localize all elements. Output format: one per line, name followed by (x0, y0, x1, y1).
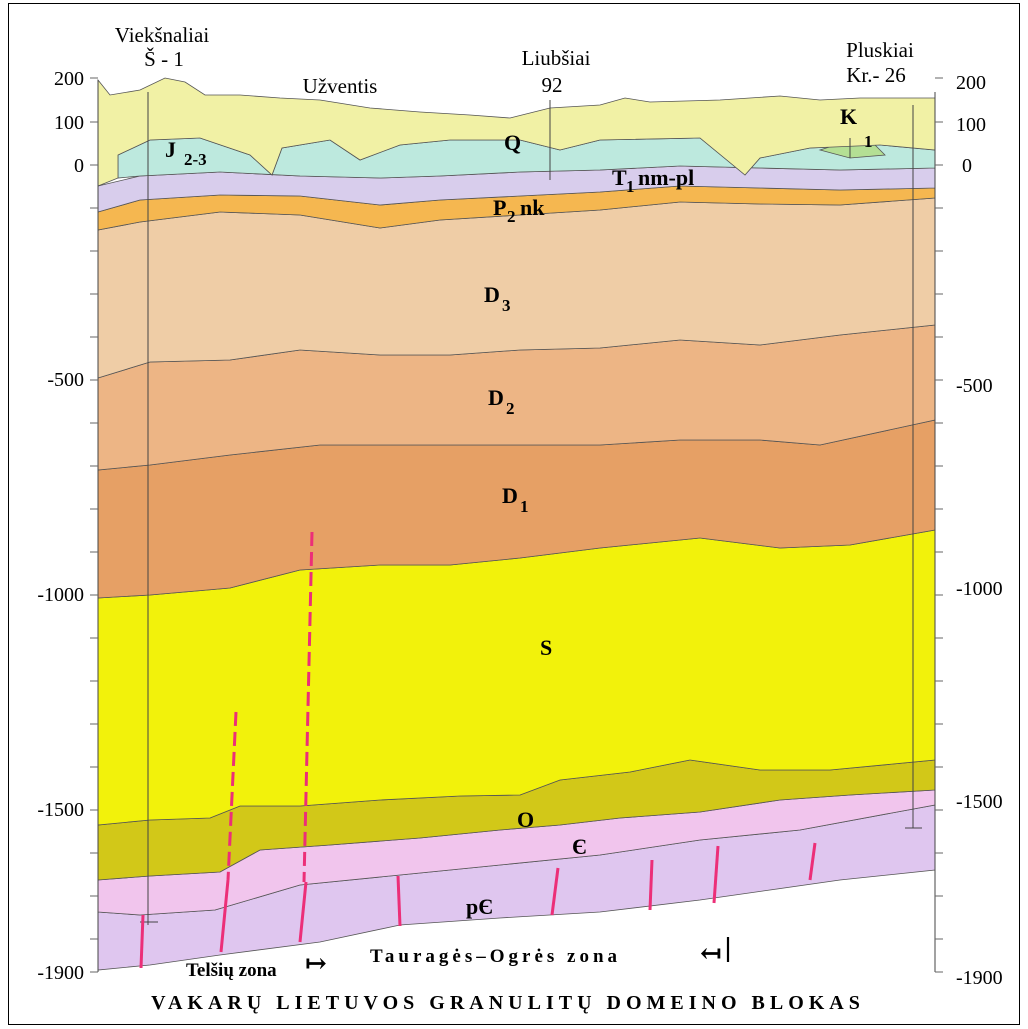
label-k: K (840, 104, 857, 129)
fault-5 (550, 867, 560, 916)
left-tick-200: 200 (54, 68, 84, 90)
label-pcm: pЄ (466, 894, 493, 919)
right-tick-1000: -1000 (956, 578, 1003, 600)
label-cm: Є (572, 834, 587, 859)
footer-title: VAKARŲ LIETUVOS GRANULITŲ DOMEINO BLOKAS (151, 992, 865, 1014)
left-tick-1500: -1500 (37, 799, 84, 821)
fault-3 (298, 881, 308, 943)
fault-2 (219, 879, 230, 953)
label-j: J (165, 137, 176, 162)
well-right-code: Kr.- 26 (846, 63, 906, 87)
zone-taurage-label: Tauragės–Ogrės zona (370, 946, 621, 967)
well-uzventis-name: Užventis (303, 74, 378, 98)
fault-1 (139, 914, 145, 969)
left-tick-1000: -1000 (37, 584, 84, 606)
well-lines (97, 80, 936, 972)
strata (97, 77, 936, 971)
label-p2: P (493, 195, 506, 220)
fault-6 (648, 859, 654, 911)
right-tick-1900: -1900 (956, 967, 1003, 989)
well-center-code: 92 (542, 73, 563, 97)
well-right-name: Pluskiai (846, 38, 914, 62)
right-tick-100: 100 (956, 114, 986, 136)
fault-dashed-2 (302, 531, 314, 883)
label-t1-sub: 1 (626, 177, 635, 196)
label-d2: D (488, 385, 504, 410)
well-center-name: Liubšiai (522, 46, 591, 70)
fault-7 (712, 845, 720, 904)
label-d2-sub: 2 (506, 399, 515, 418)
left-tick-500: -500 (47, 369, 84, 391)
left-tick-100: 100 (54, 112, 84, 134)
zone-arrow-right-icon: ↦ (305, 949, 327, 978)
right-tick-1500: -1500 (956, 791, 1003, 813)
label-d1-sub: 1 (520, 497, 529, 516)
label-t1: T (612, 165, 627, 190)
label-d1: D (502, 483, 518, 508)
label-j-sub: 2-3 (184, 150, 207, 169)
faults (139, 531, 817, 969)
fault-8 (808, 842, 817, 881)
right-tick-500: -500 (956, 375, 993, 397)
left-tick-1900: -1900 (37, 962, 84, 984)
well-left-code: Š - 1 (144, 47, 184, 71)
label-d3: D (484, 282, 500, 307)
label-s: S (540, 635, 552, 660)
label-d3-sub: 3 (502, 296, 511, 315)
left-tick-0: 0 (74, 155, 84, 177)
right-tick-200: 200 (956, 72, 986, 94)
zone-arrow-left-icon: ↤ (700, 939, 722, 968)
fault-4 (396, 875, 402, 927)
axis-ticks (90, 77, 943, 973)
label-j-main: J (165, 137, 176, 162)
label-q: Q (504, 130, 521, 155)
label-o: O (517, 807, 534, 832)
right-tick-0: 0 (962, 155, 972, 177)
fault-dashed-1 (226, 711, 238, 881)
label-k-sub: 1 (864, 132, 873, 151)
zone-telsiai-label: Telšių zona (186, 960, 277, 981)
label-t1-rest: nm-pl (638, 165, 694, 190)
well-left-name: Viekšnaliai (115, 23, 210, 47)
diagram-frame (8, 3, 1020, 1025)
label-p2-sub: 2 (507, 207, 516, 226)
label-p2-rest: nk (520, 195, 545, 220)
